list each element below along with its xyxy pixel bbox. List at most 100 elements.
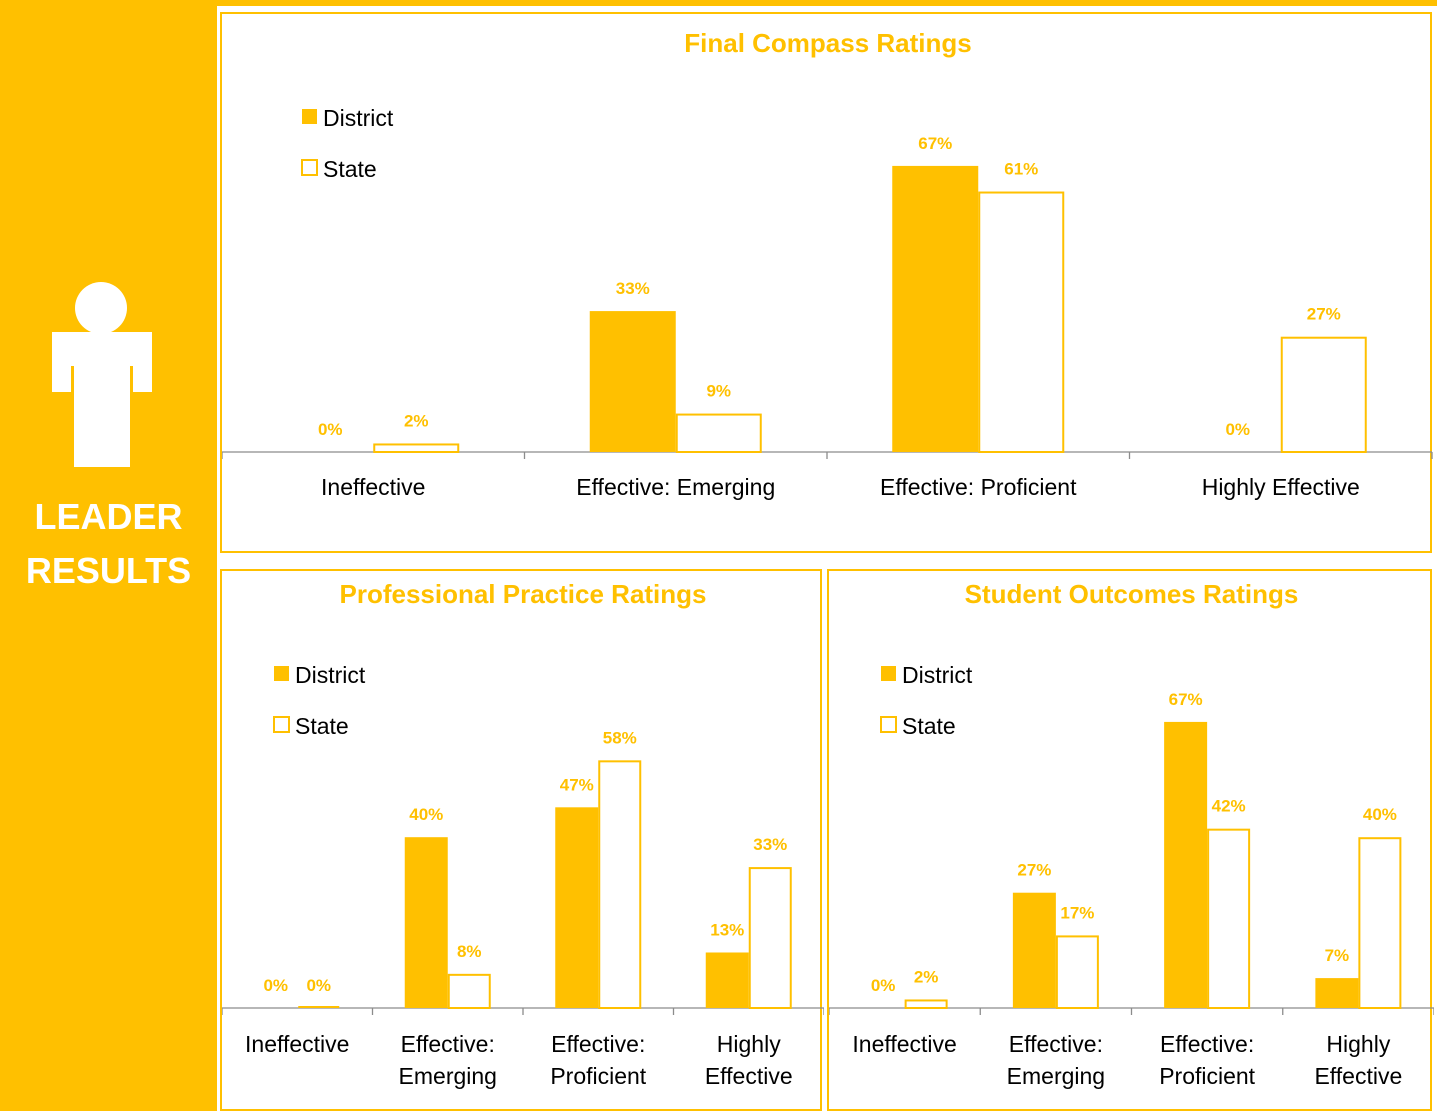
data-label-district: 47% [560,775,594,794]
data-label-district: 0% [318,420,343,439]
category-label-line: Emerging [399,1063,497,1089]
bar-district [555,807,599,1008]
sidebar-title-line2: RESULTS [25,550,192,591]
bar-district [1012,892,1056,1008]
data-label-district: 27% [1017,861,1051,880]
legend-swatch-district [302,109,317,124]
bar-state [1055,935,1099,1009]
professional-practice-chart: Professional Practice Ratings District Sta… [222,579,824,1089]
data-label-state: 2% [914,967,939,986]
category-label-line: Proficient [550,1063,646,1089]
chart-title: Student Outcomes Ratings [965,579,1299,609]
category-label-line: Highly [1326,1031,1390,1057]
data-label-state: 27% [1307,305,1341,324]
final-compass-panel: Final Compass Ratings District State Ineffe… [220,12,1433,553]
data-label-district: 67% [918,134,952,153]
data-label-state: 9% [706,382,731,401]
bar-state [298,1006,340,1008]
sidebar-title: LEADER RESULTS [0,490,217,598]
category-label: Ineffective [321,474,425,500]
bar-district [1315,978,1359,1008]
bar-state [748,867,792,1009]
bar-state [373,443,460,453]
bar-district [404,837,448,1008]
data-label-district: 0% [1225,420,1250,439]
bar-state [447,973,491,1009]
legend-label-state: State [323,156,377,182]
data-label-district: 67% [1169,690,1203,709]
category-label-line: Effective [1314,1063,1402,1089]
data-label-state: 58% [603,728,637,747]
legend-label-district: District [295,662,366,688]
data-label-district: 40% [409,805,443,824]
data-label-state: 61% [1004,160,1038,179]
bar-state [904,999,948,1009]
data-label-district: 0% [871,976,896,995]
bar-state [1358,837,1402,1010]
top-rule [217,0,1437,6]
bar-state [978,191,1065,453]
legend-label-state: State [295,713,349,739]
category-label-line: Effective [705,1063,793,1089]
data-label-state: 33% [753,835,787,854]
bar-state [1207,828,1251,1009]
data-label-state: 42% [1212,797,1246,816]
bar-district [892,165,979,452]
category-label-line: Highly Effective [1202,474,1360,500]
category-label-line: Ineffective [321,474,425,500]
category-label-line: Effective: [1009,1031,1103,1057]
category-label-line: Effective: [551,1031,645,1057]
sidebar: LEADER RESULTS [0,0,217,1111]
legend-swatch-state [301,159,318,176]
category-label-line: Proficient [1159,1063,1255,1089]
data-label-state: 8% [457,942,482,961]
legend-swatch-district [881,666,896,681]
category-label: Ineffective [245,1031,349,1057]
category-label-line: Emerging [1007,1063,1105,1089]
category-label: Effective: Emerging [399,1031,497,1089]
chart-title: Professional Practice Ratings [339,579,706,609]
category-label-line: Ineffective [245,1031,349,1057]
category-label: Effective: Proficient [1159,1031,1255,1089]
data-label-district: 13% [710,920,744,939]
category-label: Effective: Proficient [880,474,1077,500]
final-compass-chart: Final Compass Ratings District State Ineffe… [222,28,1433,500]
category-label: Highly Effective [1314,1031,1402,1089]
bar-district [705,952,749,1008]
bar-state [1280,336,1367,453]
category-label-line: Effective: Emerging [576,474,775,500]
bar-state [675,413,762,454]
bar-district [1164,721,1208,1008]
category-label-line: Effective: [401,1031,495,1057]
student-outcomes-panel: Student Outcomes Ratings District State Ine… [827,569,1434,1111]
bar-state [598,760,642,1009]
category-label-line: Effective: Proficient [880,474,1077,500]
student-outcomes-chart: Student Outcomes Ratings District State Ine… [829,579,1434,1089]
data-label-district: 33% [616,279,650,298]
legend-swatch-state [273,716,290,733]
chart-title: Final Compass Ratings [684,28,972,58]
data-label-state: 17% [1060,903,1094,922]
category-label-line: Highly [717,1031,781,1057]
legend-label-state: State [902,713,956,739]
legend-swatch-district [274,666,289,681]
sidebar-title-line1: LEADER [34,496,183,537]
data-label-state: 2% [404,411,429,430]
professional-practice-panel: Professional Practice Ratings District Sta… [220,569,824,1111]
legend-label-district: District [323,105,394,131]
category-label: Highly Effective [1202,474,1360,500]
category-label: Highly Effective [705,1031,793,1089]
data-label-state: 0% [306,976,331,995]
category-label-line: Effective: [1160,1031,1254,1057]
category-label: Effective: Emerging [1007,1031,1105,1089]
category-label: Ineffective [852,1031,956,1057]
category-label-line: Ineffective [852,1031,956,1057]
legend-label-district: District [902,662,973,688]
legend-swatch-state [880,716,897,733]
data-label-district: 7% [1325,946,1350,965]
person-icon [52,282,152,467]
category-label: Effective: Emerging [576,474,775,500]
category-label: Effective: Proficient [550,1031,646,1089]
bar-district [589,311,676,452]
data-label-state: 40% [1363,805,1397,824]
